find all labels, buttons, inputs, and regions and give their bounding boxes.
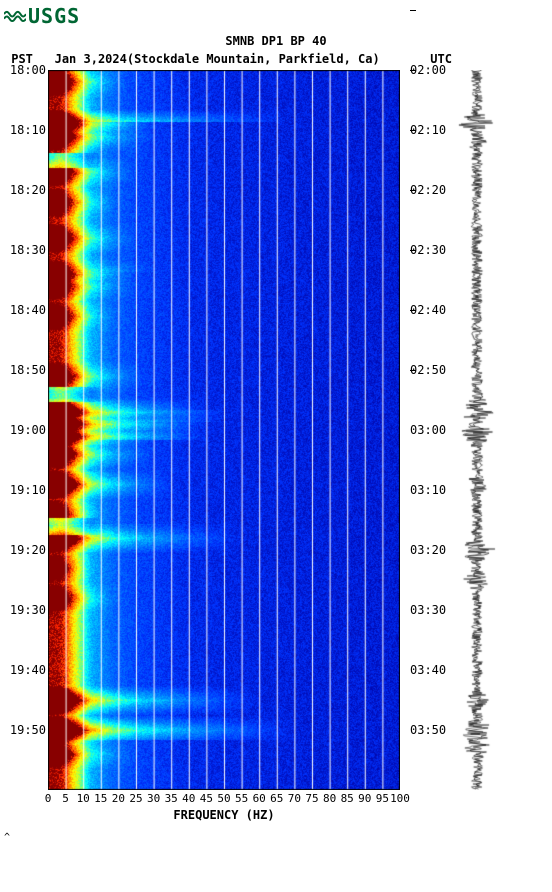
ytick-right: 03:30: [410, 603, 446, 617]
xtick: 40: [182, 792, 195, 805]
xtick: 50: [217, 792, 230, 805]
spectrogram: [48, 70, 400, 790]
footer-mark: ^: [4, 832, 548, 843]
xtick: 10: [77, 792, 90, 805]
x-ticks: 0510152025303540455055606570758085909510…: [48, 792, 400, 806]
seismogram-canvas: [454, 70, 500, 790]
ytick-left: 18:10: [10, 123, 46, 137]
ytick-right: 03:50: [410, 723, 446, 737]
ytick-right: 03:10: [410, 483, 446, 497]
ytick-left: 18:50: [10, 363, 46, 377]
subtitle-mid: Jan 3,2024(Stockdale Mountain, Parkfield…: [55, 52, 380, 66]
seismogram: [454, 70, 500, 790]
ytick-left: 18:40: [10, 303, 46, 317]
xtick: 70: [288, 792, 301, 805]
ytick-right: 03:20: [410, 543, 446, 557]
spectrogram-canvas: [48, 70, 400, 790]
ytick-left: 18:20: [10, 183, 46, 197]
xtick: 80: [323, 792, 336, 805]
ytick-right: 02:50: [410, 363, 446, 377]
xtick: 95: [376, 792, 389, 805]
wave-icon: [4, 8, 26, 24]
xtick: 65: [270, 792, 283, 805]
xtick: 25: [129, 792, 142, 805]
xtick: 60: [253, 792, 266, 805]
xtick: 55: [235, 792, 248, 805]
ytick-right: 02:30: [410, 243, 446, 257]
xtick: 30: [147, 792, 160, 805]
y-axis-left: 18:0018:1018:2018:3018:4018:5019:0019:10…: [4, 70, 48, 790]
xtick: 5: [62, 792, 69, 805]
logo-text: USGS: [28, 4, 80, 28]
ytick-right: 02:20: [410, 183, 446, 197]
xtick: 75: [305, 792, 318, 805]
y-axis-right: 02:0002:1002:2002:3002:4002:5003:0003:10…: [400, 70, 444, 790]
xtick: 35: [165, 792, 178, 805]
xtick: 15: [94, 792, 107, 805]
xtick: 20: [112, 792, 125, 805]
x-axis-label: FREQUENCY (HZ): [48, 808, 400, 822]
xtick: 100: [390, 792, 410, 805]
ytick-left: 19:10: [10, 483, 46, 497]
ytick-right: 02:40: [410, 303, 446, 317]
chart-title: SMNB DP1 BP 40: [4, 34, 548, 48]
ytick-left: 19:40: [10, 663, 46, 677]
xtick: 0: [45, 792, 52, 805]
ytick-left: 19:30: [10, 603, 46, 617]
ytick-right: 02:00: [410, 63, 446, 77]
ytick-right: 02:10: [410, 123, 446, 137]
ytick-left: 18:30: [10, 243, 46, 257]
xtick: 85: [341, 792, 354, 805]
plot-area: 18:0018:1018:2018:3018:4018:5019:0019:10…: [4, 70, 548, 790]
xtick: 45: [200, 792, 213, 805]
ytick-left: 19:50: [10, 723, 46, 737]
ytick-left: 19:00: [10, 423, 46, 437]
ytick-right: 03:00: [410, 423, 446, 437]
chart-subtitle: PST Jan 3,2024(Stockdale Mountain, Parkf…: [4, 52, 548, 66]
ytick-left: 19:20: [10, 543, 46, 557]
ytick-right: 03:40: [410, 663, 446, 677]
xtick: 90: [358, 792, 371, 805]
x-axis: 0510152025303540455055606570758085909510…: [48, 792, 400, 822]
ytick-left: 18:00: [10, 63, 46, 77]
usgs-logo: USGS: [4, 4, 548, 28]
